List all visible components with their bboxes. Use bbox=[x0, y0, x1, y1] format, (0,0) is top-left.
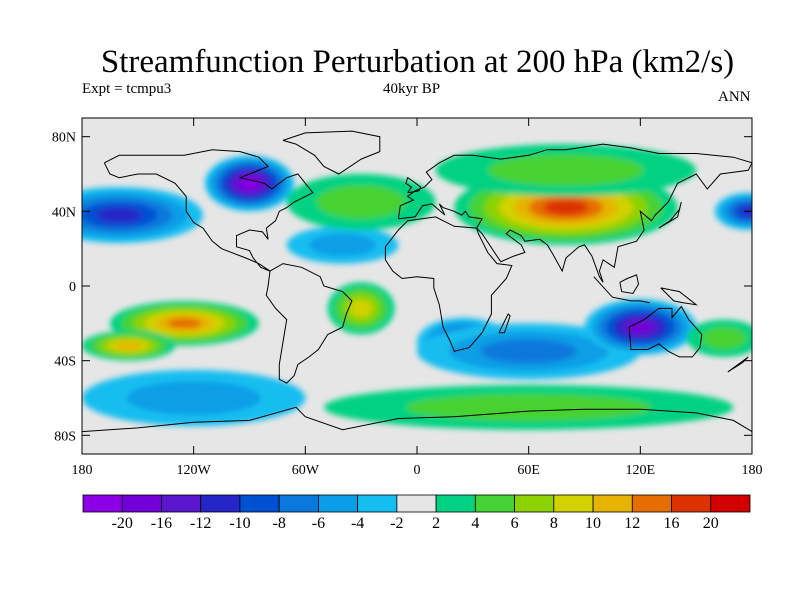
coastline-new-guinea bbox=[660, 287, 698, 306]
x-tick-label: 120W bbox=[177, 463, 212, 478]
colorbar-label: 2 bbox=[432, 515, 440, 532]
coastline-africa bbox=[384, 216, 513, 352]
coastline-eurasia bbox=[397, 143, 752, 283]
colorbar-label: -10 bbox=[229, 515, 250, 532]
anomaly-south-pacific-ring-low bbox=[82, 370, 306, 426]
colorbar-box bbox=[200, 494, 241, 513]
y-tick-label: 80S bbox=[54, 429, 76, 444]
anomaly-southern-indian-low bbox=[417, 323, 641, 380]
y-tick-label: 40N bbox=[52, 205, 76, 220]
y-tick-label: 0 bbox=[69, 280, 76, 295]
x-tick-label: 180 bbox=[72, 463, 93, 478]
colorbar-box bbox=[357, 494, 398, 513]
coastline-indonesia bbox=[593, 276, 650, 304]
colorbar-label: 8 bbox=[550, 515, 558, 532]
colorbar-label: 12 bbox=[624, 515, 640, 532]
anomaly-caribbean-low bbox=[286, 226, 399, 264]
colorbar-label: -16 bbox=[151, 515, 172, 532]
colorbar-box bbox=[396, 494, 437, 513]
x-tick-label: 0 bbox=[414, 463, 421, 478]
colorbar: -20 -16 -12 -10 -8 -6 -4 -2 2 4 6 8 10 12 16 20 bbox=[82, 494, 751, 532]
colorbar-label: -12 bbox=[190, 515, 211, 532]
colorbar-label: -4 bbox=[351, 515, 364, 532]
x-tick-label: 60E bbox=[517, 463, 540, 478]
season-label: ANN bbox=[718, 89, 751, 105]
colorbar-box bbox=[671, 494, 712, 513]
colorbar-box bbox=[592, 494, 633, 513]
colorbar-label: 20 bbox=[703, 515, 719, 532]
coastlines bbox=[82, 130, 752, 433]
map-axes: 80N 40N 0 40S 80S 180 120W 60W 0 60E 120E 180 bbox=[52, 118, 763, 478]
colorbar-box bbox=[161, 494, 202, 513]
anomaly-west-pacific-low bbox=[714, 192, 752, 230]
colorbar-box bbox=[121, 494, 162, 513]
colorbar-box bbox=[278, 494, 319, 513]
streamfunction-field bbox=[82, 144, 752, 430]
colorbar-label: -6 bbox=[312, 515, 325, 532]
colorbar-label: 10 bbox=[585, 515, 601, 532]
colorbar-label: -8 bbox=[273, 515, 286, 532]
colorbar-box bbox=[82, 494, 123, 513]
chart-title: Streamfunction Perturbation at 200 hPa (… bbox=[100, 44, 735, 80]
anomaly-southeast-indian-high bbox=[686, 319, 752, 357]
colorbar-label: 6 bbox=[511, 515, 519, 532]
coastline-antarctica bbox=[82, 406, 752, 433]
colorbar-box bbox=[239, 494, 280, 513]
y-tick-label: 80N bbox=[52, 131, 76, 146]
coastline-uk bbox=[405, 176, 422, 194]
colorbar-box bbox=[710, 494, 751, 513]
colorbar-box bbox=[474, 494, 515, 513]
colorbar-label: 4 bbox=[471, 515, 479, 532]
anomaly-southeast-pacific-high bbox=[82, 330, 176, 361]
period-label: 40kyr BP bbox=[383, 81, 441, 97]
anomaly-north-pacific-low bbox=[82, 187, 203, 244]
x-tick-label: 120E bbox=[626, 463, 656, 478]
coastline-north-america bbox=[103, 149, 314, 272]
x-tick-label: 60W bbox=[292, 463, 320, 478]
colorbar-box bbox=[631, 494, 672, 513]
anomaly-north-america-low bbox=[204, 155, 295, 212]
anomaly-antarctic-high bbox=[323, 384, 734, 430]
x-tick-label: 180 bbox=[742, 463, 763, 478]
coastline-new-zealand bbox=[727, 356, 749, 373]
colorbar-box bbox=[318, 494, 359, 513]
coastline-greenland bbox=[282, 130, 381, 175]
y-tick-label: 40S bbox=[54, 355, 76, 370]
colorbar-box bbox=[435, 494, 476, 513]
experiment-label: Expt = tcmpu3 bbox=[82, 81, 172, 97]
colorbar-box bbox=[514, 494, 555, 513]
colorbar-label: -20 bbox=[112, 515, 133, 532]
anomaly-north-atlantic-high bbox=[286, 174, 436, 230]
colorbar-box bbox=[553, 494, 594, 513]
colorbar-label: -2 bbox=[390, 515, 403, 532]
coastline-australia bbox=[628, 305, 703, 358]
colorbar-label: 16 bbox=[664, 515, 680, 532]
anomaly-siberia-high bbox=[435, 144, 697, 197]
coastline-japan bbox=[658, 201, 682, 229]
anomaly-australia-low bbox=[584, 299, 697, 356]
coastline-madagascar bbox=[498, 313, 511, 334]
coastline-borneo bbox=[619, 274, 640, 295]
coastline-south-america bbox=[265, 263, 353, 384]
